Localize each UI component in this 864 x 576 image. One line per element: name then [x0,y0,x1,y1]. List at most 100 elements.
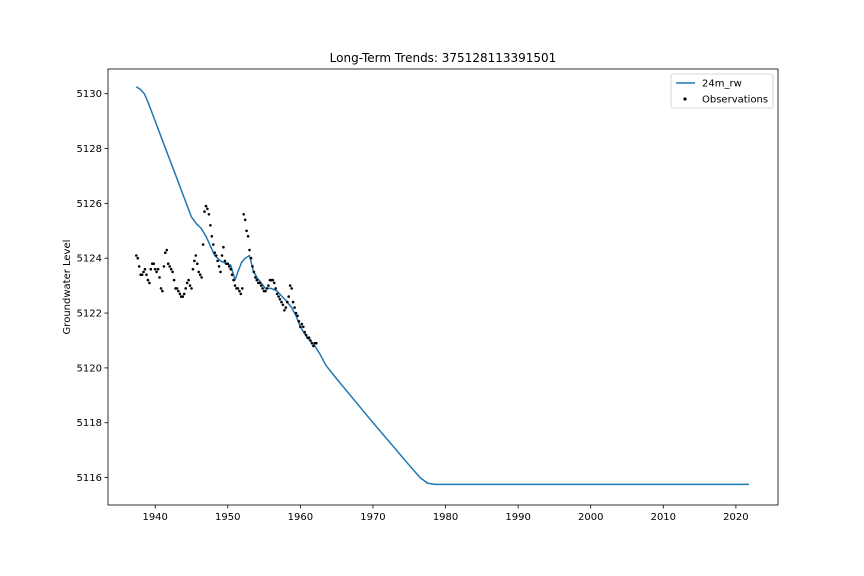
observation-point [283,309,286,312]
observation-point [232,278,235,282]
observation-point [190,287,193,290]
y-tick-label: 5122 [77,309,102,320]
observation-point [309,339,312,342]
axes-frame [107,68,779,506]
observation-point [149,267,153,271]
x-tick-label: 1980 [433,512,458,523]
observation-point [185,281,189,285]
observation-point [304,333,308,337]
observation-point [187,278,190,282]
observation-point [201,243,205,246]
observation-point [307,336,311,340]
observation-point [206,207,209,211]
observation-point [310,341,314,345]
observation-point [261,287,264,290]
observation-point [245,229,248,233]
observation-point [142,270,145,274]
observation-point [212,243,215,246]
observation-point [275,292,279,296]
observation-point [153,267,157,271]
observation-point [210,235,214,238]
observation-point [264,289,267,293]
observation-point [217,265,221,268]
observation-point [230,273,234,277]
observation-point [135,254,138,257]
observation-point [246,235,250,238]
observation-point [249,256,253,260]
observation-point [315,341,318,345]
observation-point [248,248,251,252]
observation-point [181,295,185,298]
observation-point [281,303,285,307]
observation-point [242,213,245,216]
observation-point [280,300,283,304]
x-tick-label: 1950 [215,512,240,523]
observation-point [302,325,305,329]
observation-point [259,284,263,287]
y-tick-label: 5124 [77,254,102,265]
y-tick-label: 5130 [77,89,102,100]
observation-point [293,306,296,309]
observation-point [278,298,282,301]
observation-point [223,259,227,263]
observation-point [241,287,244,290]
observation-point [219,270,222,274]
observation-point [178,292,182,296]
y-tick-label: 5120 [77,363,102,374]
observation-point [255,278,259,282]
x-tick-label: 1940 [142,512,167,523]
observation-point [194,254,198,257]
observation-point [216,259,219,263]
observation-point [303,330,307,334]
observation-point [177,289,180,293]
legend: 24m_rw Observations [670,73,774,109]
observation-point [145,273,148,277]
observation-point [274,287,278,290]
observation-point [172,278,176,282]
observation-point [291,300,295,304]
observation-point [171,270,174,274]
observation-point [287,295,291,298]
observation-point [222,245,225,249]
observation-point [265,287,269,290]
observation-point [271,278,275,282]
legend-label-observations: Observations [702,95,768,106]
observation-point [196,262,199,266]
observation-point [284,306,288,309]
legend-point-swatch [683,97,687,101]
observation-point [220,254,224,257]
observation-point [300,322,304,326]
observation-point [290,287,294,290]
observation-point [312,344,315,348]
x-tick-label: 2010 [651,512,676,523]
line-layer [135,86,749,486]
observation-point [254,276,257,279]
observation-points [135,204,318,348]
observation-point [238,289,241,293]
observation-point [136,256,140,260]
observation-point [152,262,155,266]
observation-point [165,248,169,252]
observation-point [137,265,141,268]
observation-point [200,276,203,279]
observation-point [159,287,163,290]
observation-point [229,267,232,271]
observation-point [184,287,187,290]
x-tick-label: 2000 [578,512,603,523]
y-tick-label: 5118 [77,418,102,429]
observation-point [158,276,161,279]
observation-point [198,273,202,277]
observation-point [243,218,247,222]
observation-point [296,314,299,318]
observation-point [148,281,151,285]
observation-point [236,287,240,290]
observation-point [204,204,208,208]
observation-point [156,267,160,271]
x-tick-label: 1970 [360,512,385,523]
y-tick-label: 5128 [77,144,102,155]
observation-point [193,259,196,263]
observation-point [162,265,166,268]
observation-point [188,284,192,287]
y-axis: 5116 5118 5120 5122 5124 5126 5128 5130 [77,89,108,484]
